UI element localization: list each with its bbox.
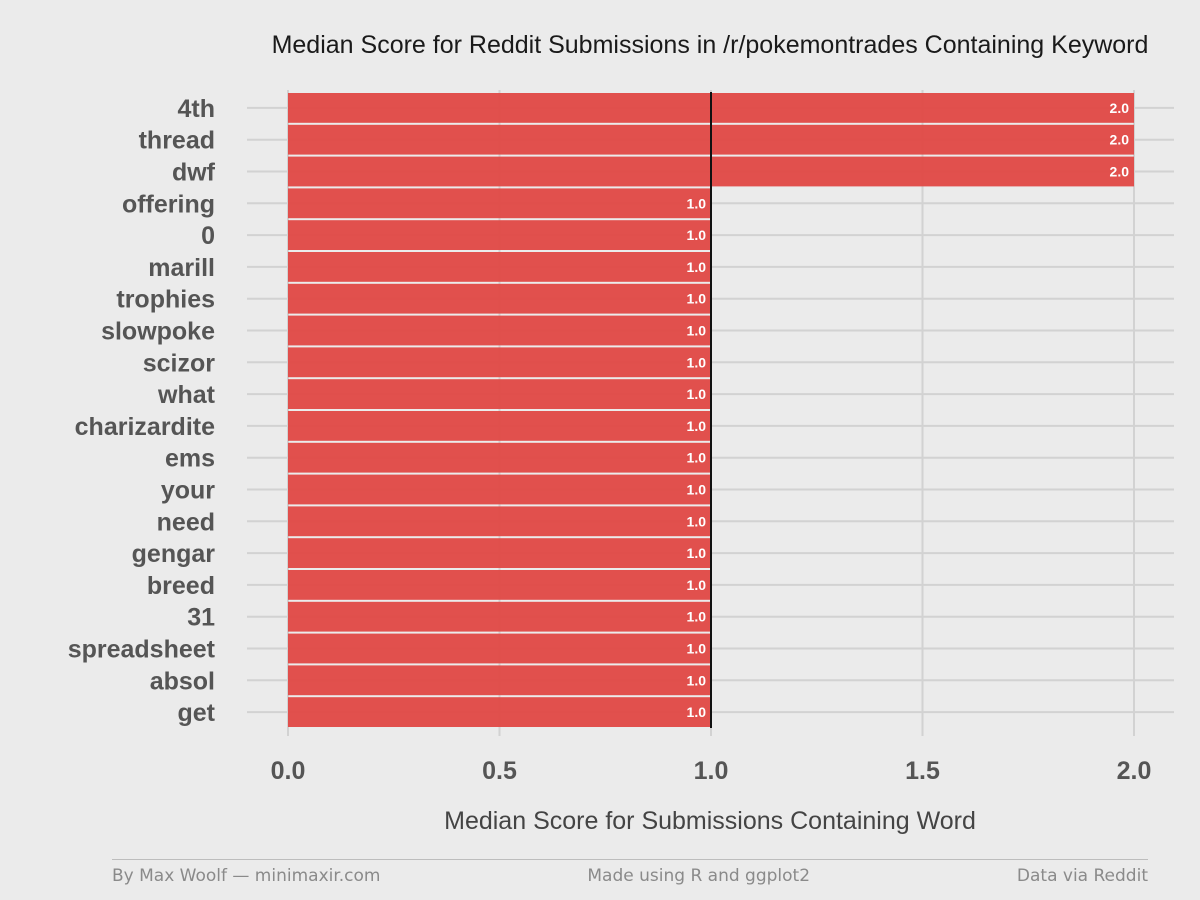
category-label: what bbox=[157, 381, 216, 409]
bar-value-label: 2.0 bbox=[1110, 100, 1130, 116]
category-label: breed bbox=[147, 572, 215, 600]
category-label: need bbox=[157, 508, 215, 536]
category-label: get bbox=[178, 699, 216, 727]
bar-value-label: 1.0 bbox=[687, 513, 707, 529]
category-label: 4th bbox=[178, 95, 216, 123]
bar-value-label: 1.0 bbox=[687, 577, 707, 593]
category-label: 31 bbox=[187, 604, 215, 632]
bar-value-label: 1.0 bbox=[687, 418, 707, 434]
category-label: offering bbox=[122, 190, 215, 218]
bar-value-label: 1.0 bbox=[687, 704, 707, 720]
bar bbox=[288, 252, 711, 282]
footer: By Max Woolf — minimaxir.com Made using … bbox=[112, 859, 1148, 886]
footer-credit: By Max Woolf — minimaxir.com bbox=[112, 866, 381, 886]
bar bbox=[288, 411, 711, 441]
category-label: absol bbox=[150, 667, 215, 695]
bar-value-label: 1.0 bbox=[687, 545, 707, 561]
category-label: spreadsheet bbox=[68, 636, 216, 664]
bar bbox=[288, 188, 711, 219]
category-label: trophies bbox=[116, 286, 215, 314]
category-label: slowpoke bbox=[101, 318, 215, 346]
x-tick-label: 2.0 bbox=[1117, 757, 1152, 785]
bar-value-label: 1.0 bbox=[687, 641, 707, 657]
bar-value-label: 1.0 bbox=[687, 672, 707, 688]
x-tick-label: 1.0 bbox=[694, 757, 729, 785]
category-label: scizor bbox=[143, 349, 216, 377]
category-label: thread bbox=[139, 127, 215, 155]
bar-value-label: 1.0 bbox=[687, 450, 707, 466]
category-labels: 4th thread dwf offering 0 marill trophies slowp… bbox=[68, 95, 216, 727]
bar-value-label: 1.0 bbox=[687, 291, 707, 307]
category-label: charizardite bbox=[75, 413, 215, 441]
bar bbox=[288, 506, 711, 537]
bar-value-label: 1.0 bbox=[687, 482, 707, 498]
bar-value-label: 2.0 bbox=[1110, 164, 1130, 180]
x-axis-label: Median Score for Submissions Containing … bbox=[444, 807, 976, 835]
bar bbox=[288, 315, 711, 346]
category-label: dwf bbox=[172, 159, 216, 187]
x-tick-label: 1.5 bbox=[905, 757, 940, 785]
x-tick-label: 0.0 bbox=[271, 757, 306, 785]
category-label: ems bbox=[165, 445, 215, 473]
bar-chart: Median Score for Reddit Submissions in /… bbox=[68, 31, 1174, 835]
x-tick-labels: 0.0 0.5 1.0 1.5 2.0 bbox=[271, 757, 1152, 785]
bars bbox=[288, 93, 1134, 727]
bar bbox=[288, 283, 711, 314]
category-label: marill bbox=[148, 254, 215, 282]
bar bbox=[288, 347, 711, 378]
footer-source: Data via Reddit bbox=[1016, 866, 1148, 886]
chart-title: Median Score for Reddit Submissions in /… bbox=[272, 31, 1149, 59]
bar bbox=[288, 633, 711, 664]
bar bbox=[288, 570, 711, 600]
bar-value-label: 1.0 bbox=[687, 195, 707, 211]
bar bbox=[288, 665, 711, 696]
footer-tool: Made using R and ggplot2 bbox=[587, 866, 811, 886]
bar-value-label: 1.0 bbox=[687, 323, 707, 339]
value-labels: 2.0 2.0 2.0 1.0 1.0 1.0 1.0 1.0 1.0 1.0 1.0 1.0 1.0 1… bbox=[687, 100, 1130, 720]
bar-value-label: 1.0 bbox=[687, 354, 707, 370]
bar bbox=[288, 220, 711, 250]
bar bbox=[288, 442, 711, 473]
bar-value-label: 2.0 bbox=[1110, 132, 1130, 148]
bar bbox=[288, 601, 711, 632]
category-label: gengar bbox=[132, 540, 216, 568]
bar-value-label: 1.0 bbox=[687, 259, 707, 275]
category-label: your bbox=[161, 477, 215, 505]
bar bbox=[288, 538, 711, 568]
bar-value-label: 1.0 bbox=[687, 227, 707, 243]
category-label: 0 bbox=[201, 222, 215, 250]
bar-value-label: 1.0 bbox=[687, 386, 707, 402]
bar bbox=[288, 379, 711, 409]
bar bbox=[288, 474, 711, 505]
bar bbox=[288, 697, 711, 727]
x-tick-label: 0.5 bbox=[482, 757, 517, 785]
bar-value-label: 1.0 bbox=[687, 609, 707, 625]
